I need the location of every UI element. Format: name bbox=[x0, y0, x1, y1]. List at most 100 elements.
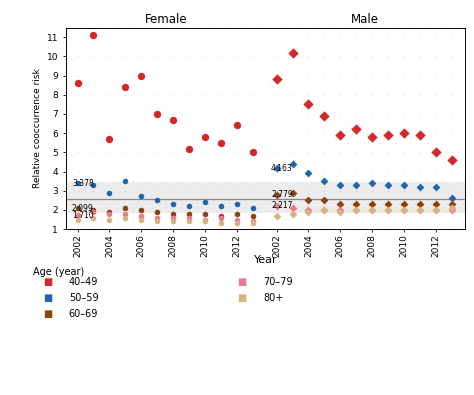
Point bbox=[416, 207, 424, 213]
Point bbox=[337, 182, 344, 188]
Text: Year: Year bbox=[254, 255, 277, 265]
Point bbox=[90, 32, 97, 38]
Point bbox=[121, 178, 129, 184]
Point bbox=[337, 201, 344, 207]
Point bbox=[74, 213, 82, 219]
Point bbox=[368, 134, 376, 140]
Point bbox=[201, 218, 209, 225]
Point bbox=[169, 211, 177, 217]
Point bbox=[217, 220, 225, 226]
Point bbox=[90, 182, 97, 188]
Point bbox=[273, 192, 281, 198]
Point bbox=[249, 213, 256, 219]
Text: 3.378: 3.378 bbox=[72, 179, 94, 188]
Text: 80+: 80+ bbox=[263, 293, 283, 303]
Point bbox=[201, 216, 209, 223]
Point bbox=[432, 184, 440, 190]
Point bbox=[432, 201, 440, 207]
Point bbox=[289, 211, 296, 217]
Point bbox=[368, 201, 376, 207]
Text: 70–79: 70–79 bbox=[263, 277, 293, 288]
Text: 2.779: 2.779 bbox=[271, 190, 293, 199]
Point bbox=[249, 220, 256, 226]
Point bbox=[154, 218, 161, 225]
Point bbox=[74, 205, 82, 211]
Point bbox=[320, 207, 328, 213]
Title: Female: Female bbox=[145, 13, 187, 26]
Point bbox=[448, 205, 456, 211]
Text: ■: ■ bbox=[237, 293, 246, 303]
Point bbox=[217, 203, 225, 209]
Point bbox=[368, 180, 376, 186]
Point bbox=[337, 209, 344, 215]
Point bbox=[337, 132, 344, 138]
Point bbox=[384, 207, 392, 213]
Point bbox=[416, 201, 424, 207]
Point bbox=[305, 101, 312, 107]
Point bbox=[305, 197, 312, 203]
Point bbox=[305, 170, 312, 177]
Bar bbox=[66, 182, 265, 213]
Point bbox=[137, 72, 145, 79]
Point bbox=[90, 214, 97, 221]
Point bbox=[154, 111, 161, 117]
Point bbox=[289, 49, 296, 56]
Point bbox=[416, 184, 424, 190]
Point bbox=[154, 214, 161, 221]
Point bbox=[384, 207, 392, 213]
Point bbox=[448, 207, 456, 213]
Point bbox=[384, 182, 392, 188]
Point bbox=[137, 216, 145, 223]
Point bbox=[74, 80, 82, 87]
Text: ■: ■ bbox=[43, 277, 52, 288]
Point bbox=[249, 149, 256, 156]
Point bbox=[121, 211, 129, 217]
Point bbox=[185, 214, 193, 221]
Point bbox=[289, 190, 296, 196]
Point bbox=[185, 203, 193, 209]
Point bbox=[448, 157, 456, 163]
Point bbox=[106, 136, 113, 142]
Point bbox=[353, 182, 360, 188]
Text: ■: ■ bbox=[237, 277, 246, 288]
Point bbox=[217, 214, 225, 221]
Point bbox=[201, 134, 209, 140]
Point bbox=[201, 199, 209, 205]
Point bbox=[353, 207, 360, 213]
Point bbox=[273, 213, 281, 219]
Text: ■: ■ bbox=[43, 309, 52, 319]
Point bbox=[432, 207, 440, 213]
Point bbox=[185, 218, 193, 225]
Point bbox=[249, 218, 256, 225]
Point bbox=[432, 149, 440, 156]
Text: 4.163: 4.163 bbox=[271, 164, 293, 173]
Point bbox=[106, 190, 113, 196]
Point bbox=[273, 165, 281, 171]
Point bbox=[154, 209, 161, 215]
Point bbox=[353, 207, 360, 213]
Point bbox=[337, 207, 344, 213]
Text: ■: ■ bbox=[43, 293, 52, 303]
Point bbox=[448, 201, 456, 207]
Point bbox=[121, 205, 129, 211]
Point bbox=[400, 130, 408, 136]
Point bbox=[305, 209, 312, 215]
Point bbox=[368, 207, 376, 213]
Point bbox=[233, 211, 241, 217]
Point bbox=[384, 132, 392, 138]
Point bbox=[137, 207, 145, 213]
Point bbox=[185, 211, 193, 217]
Point bbox=[201, 211, 209, 217]
Point bbox=[185, 145, 193, 152]
Point bbox=[320, 197, 328, 203]
Point bbox=[169, 117, 177, 123]
Text: Age (year): Age (year) bbox=[33, 267, 84, 276]
Point bbox=[106, 211, 113, 217]
Point bbox=[273, 76, 281, 83]
Text: 60–69: 60–69 bbox=[69, 309, 98, 319]
Point bbox=[217, 213, 225, 219]
Point bbox=[121, 84, 129, 90]
Point bbox=[233, 122, 241, 129]
Point bbox=[400, 182, 408, 188]
Point bbox=[137, 213, 145, 219]
